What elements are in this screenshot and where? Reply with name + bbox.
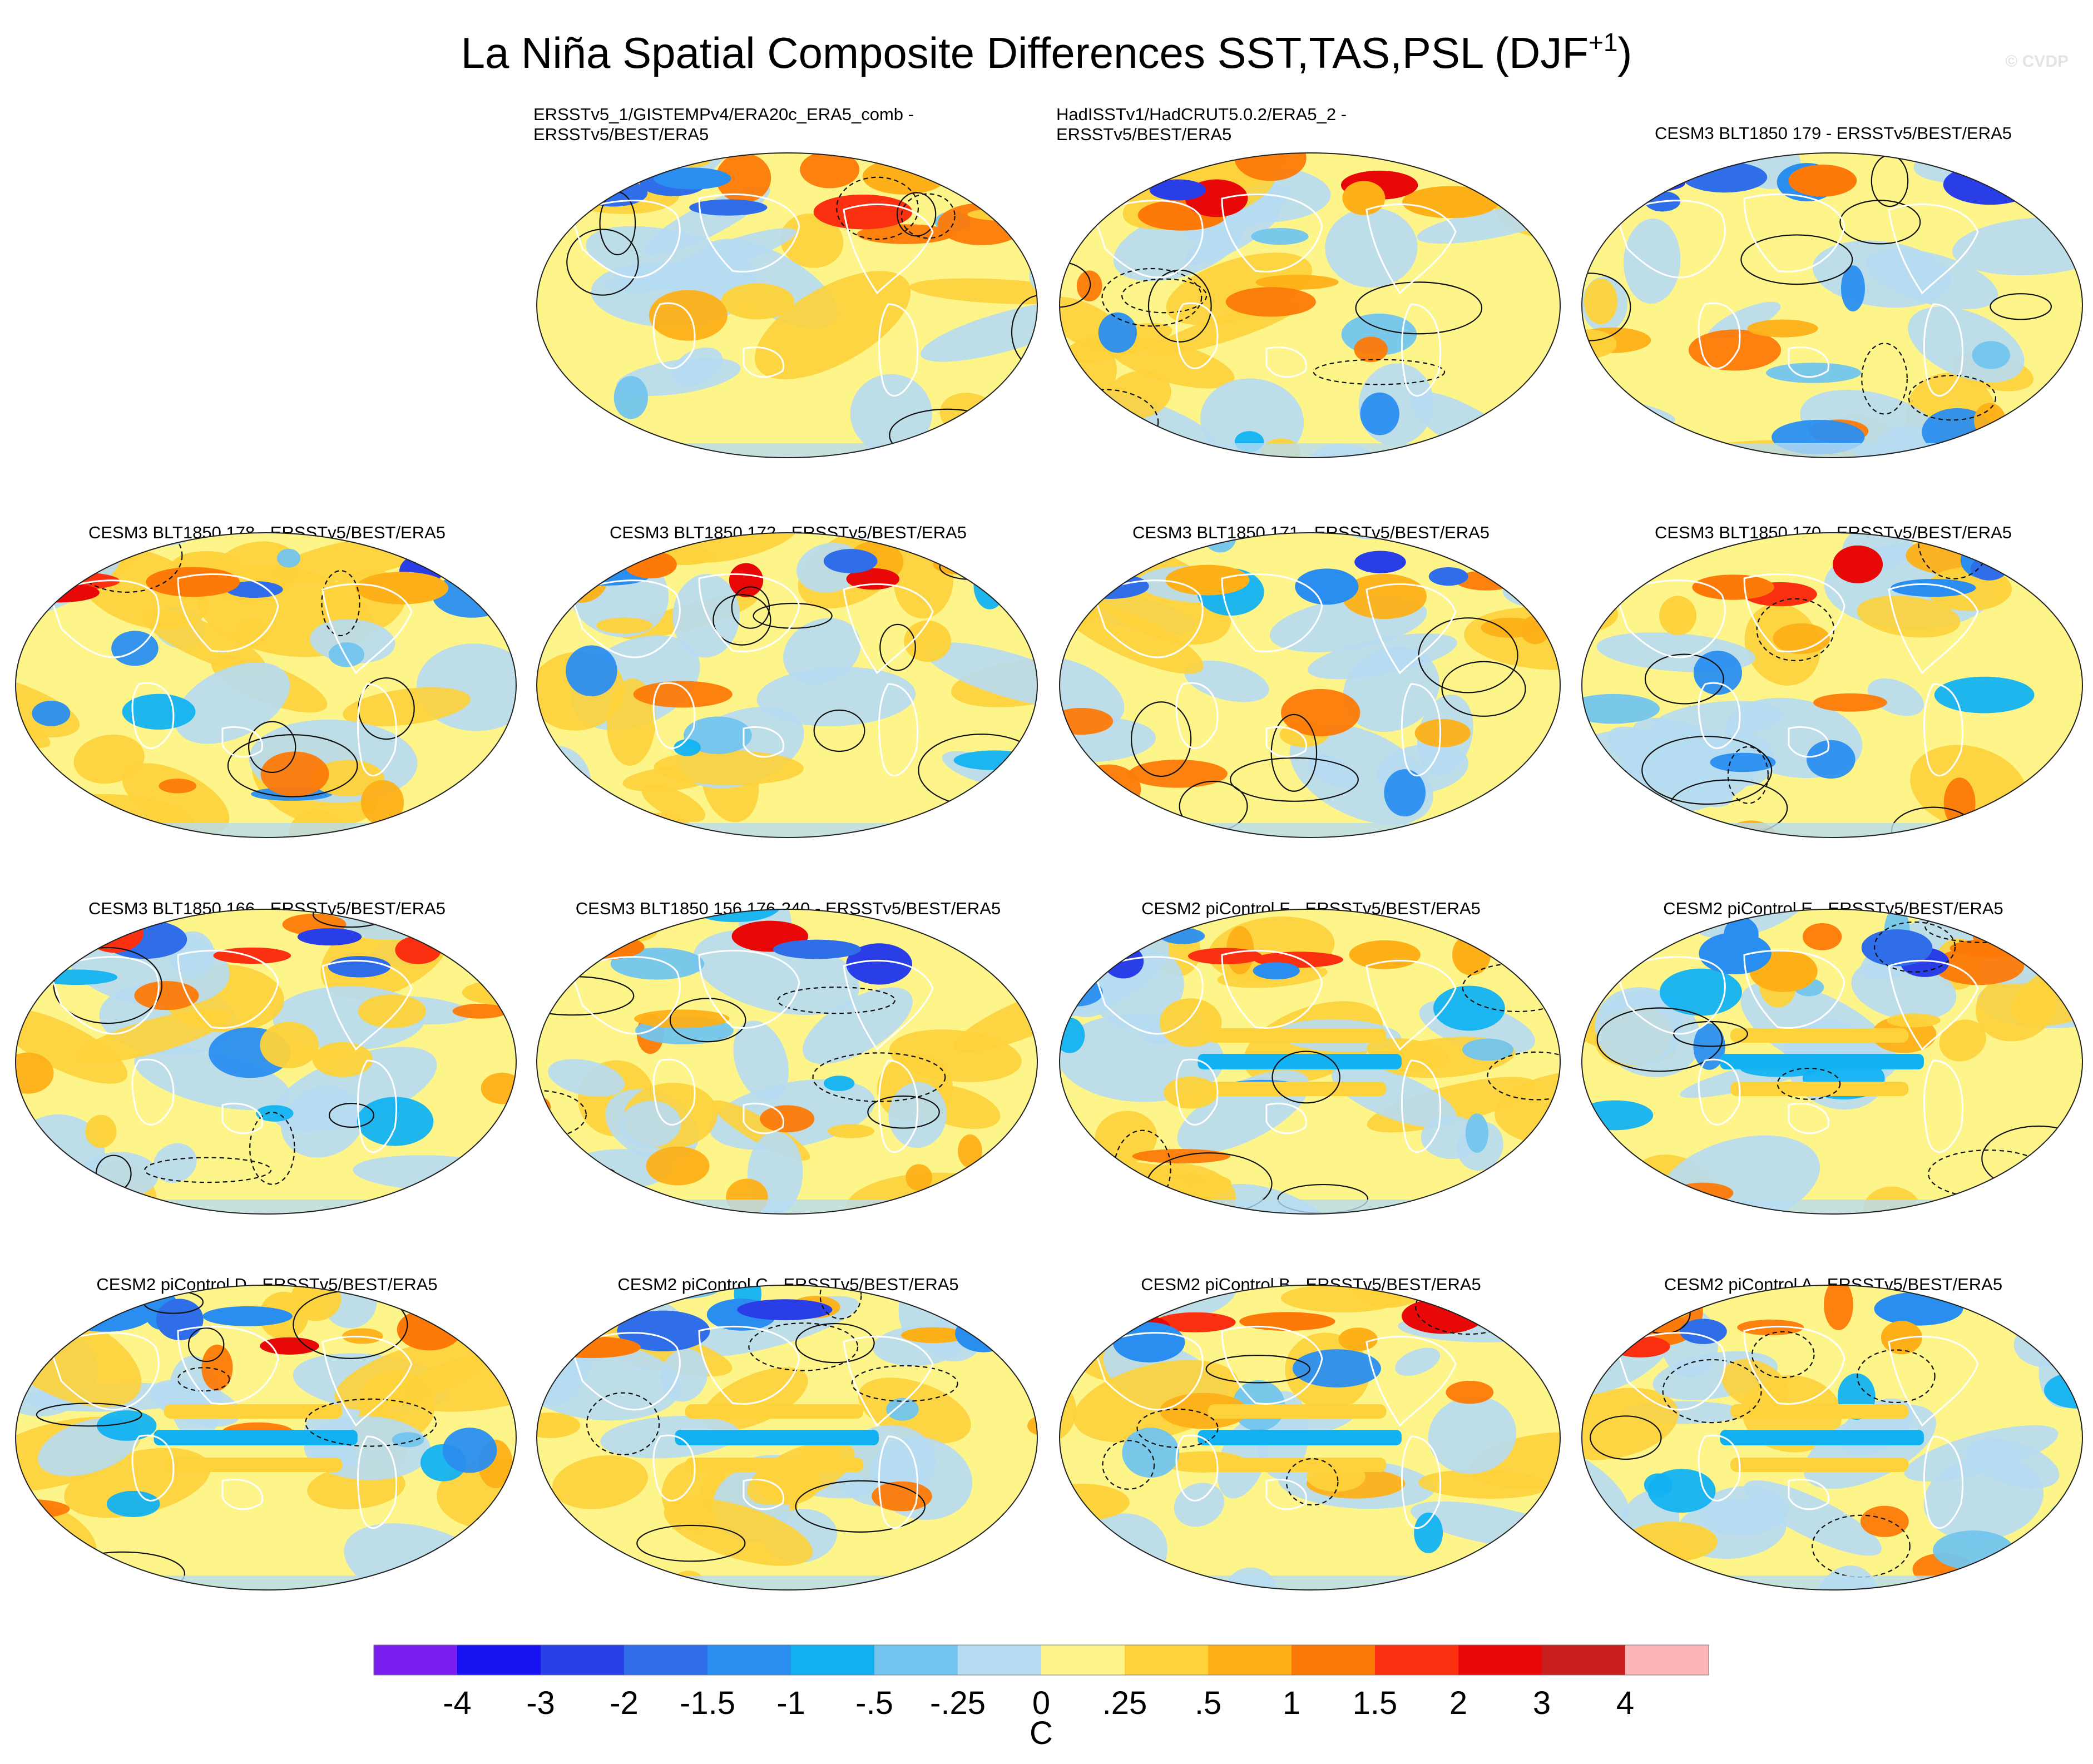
panel-title-line2: ERSSTv5/BEST/ERA5 [533, 125, 709, 144]
panel-title-line1: ERSSTv5_1/GISTEMPv4/ERA20c_ERA5_comb - [533, 105, 914, 124]
colorbar-tick-label: -3 [526, 1685, 555, 1721]
panel-title: CESM3 BLT1850 179 - ERSSTv5/BEST/ERA5 [1579, 123, 2088, 143]
map-panel [1059, 152, 1561, 458]
colorbar-swatch [1375, 1645, 1458, 1675]
colorbar-tick-label: 4 [1616, 1685, 1634, 1721]
map-panel [15, 909, 517, 1215]
map-panel [1059, 532, 1561, 838]
colorbar-tick-label: 0 [1032, 1685, 1050, 1721]
map-panel [536, 909, 1038, 1215]
panel-title-line1: CESM3 BLT1850 179 - ERSSTv5/BEST/ERA5 [1654, 123, 2012, 143]
map-panel [1581, 1285, 2083, 1590]
map-panel [15, 1285, 517, 1590]
colorbar-tick-label: -1 [776, 1685, 805, 1721]
colorbar-tick-label: .5 [1195, 1685, 1221, 1721]
map-panel [536, 1285, 1038, 1590]
colorbar-tick-label: -4 [443, 1685, 472, 1721]
panel-title: ERSSTv5_1/GISTEMPv4/ERA20c_ERA5_comb - ER… [533, 105, 1043, 145]
colorbar-swatch [874, 1645, 958, 1675]
colorbar-swatch [1542, 1645, 1625, 1675]
map-panel [536, 152, 1038, 458]
title-text: La Niña Spatial Composite Differences SS… [461, 28, 1589, 77]
panel-title: HadISSTv1/HadCRUT5.0.2/ERA5_2 - ERSSTv5/B… [1056, 105, 1566, 145]
title-superscript: +1 [1588, 28, 1618, 57]
map-panel [1059, 909, 1561, 1215]
map-panel [536, 532, 1038, 838]
map-panel [1581, 532, 2083, 838]
colorbar-swatch [958, 1645, 1041, 1675]
watermark: © CVDP [2005, 52, 2069, 71]
colorbar-swatch [1041, 1645, 1125, 1675]
colorbar-outline [373, 1644, 1709, 1676]
colorbar-swatch [1625, 1645, 1709, 1675]
colorbar-swatch [1292, 1645, 1375, 1675]
colorbar-swatch [541, 1645, 624, 1675]
colorbar-tick-label: -1.5 [680, 1685, 735, 1721]
colorbar-tick-label: -.25 [930, 1685, 986, 1721]
colorbar-units-label: C [1030, 1715, 1053, 1746]
colorbar-swatch [791, 1645, 874, 1675]
colorbar-swatch [624, 1645, 707, 1675]
figure-title: La Niña Spatial Composite Differences SS… [0, 14, 2093, 81]
colorbar-tick-label: .25 [1102, 1685, 1147, 1721]
panel-title-line1: HadISSTv1/HadCRUT5.0.2/ERA5_2 - [1056, 105, 1347, 124]
colorbar-swatch [1125, 1645, 1208, 1675]
colorbar-swatch [707, 1645, 791, 1675]
panel-title-line2: ERSSTv5/BEST/ERA5 [1056, 125, 1232, 144]
colorbar-swatch [1458, 1645, 1542, 1675]
colorbar-swatch [1208, 1645, 1292, 1675]
colorbar-tick-label: 3 [1533, 1685, 1551, 1721]
colorbar-tick-label: 1 [1283, 1685, 1300, 1721]
map-panel [1581, 152, 2083, 458]
colorbar-swatch [457, 1645, 541, 1675]
title-end: ) [1617, 28, 1632, 77]
colorbar-swatch [374, 1645, 457, 1675]
colorbar-tick-label: -.5 [855, 1685, 893, 1721]
colorbar: -4 -3 -2 -1.5 -1 -.5 -.25 0 .25 .5 1 1.5 2 3 4 C [373, 1644, 1709, 1746]
map-panel [1581, 909, 2083, 1215]
map-panel [1059, 1285, 1561, 1590]
colorbar-tick-label: 2 [1449, 1685, 1467, 1721]
map-panel [15, 532, 517, 838]
colorbar-tick-label: -2 [610, 1685, 639, 1721]
colorbar-tick-label: 1.5 [1353, 1685, 1398, 1721]
